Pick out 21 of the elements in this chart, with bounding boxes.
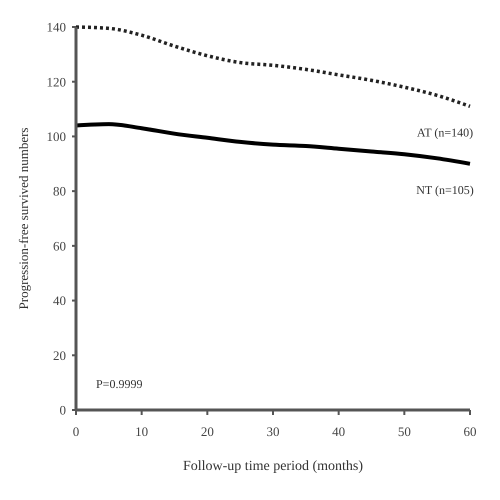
y-tick-label: 20 <box>53 348 66 363</box>
y-tick-label: 0 <box>60 402 66 418</box>
y-tick-label: 80 <box>53 184 66 199</box>
x-tick-label: 40 <box>332 424 346 439</box>
y-tick-label: 140 <box>46 20 66 35</box>
x-tick-label: 50 <box>398 424 411 439</box>
y-tick-label: 60 <box>53 238 66 254</box>
x-tick-label: 20 <box>200 424 214 439</box>
y-tick-label: 100 <box>46 128 66 144</box>
y-axis-title: Progression-free survived numbers <box>16 128 31 310</box>
y-tick-label: 40 <box>53 293 66 308</box>
annotation: P=0.9999 <box>96 377 142 391</box>
line-series <box>74 25 472 108</box>
x-tick-label: 10 <box>135 424 148 439</box>
y-tick-label: 120 <box>46 74 66 90</box>
x-tick-label: 30 <box>266 424 280 439</box>
x-tick-label: 60 <box>464 424 476 439</box>
x-axis-title: Follow-up time period (months) <box>182 459 364 474</box>
series-label: AT (n=140) <box>416 125 474 140</box>
x-tick-label: 0 <box>72 424 80 439</box>
series-label: NT (n=105) <box>416 182 474 197</box>
